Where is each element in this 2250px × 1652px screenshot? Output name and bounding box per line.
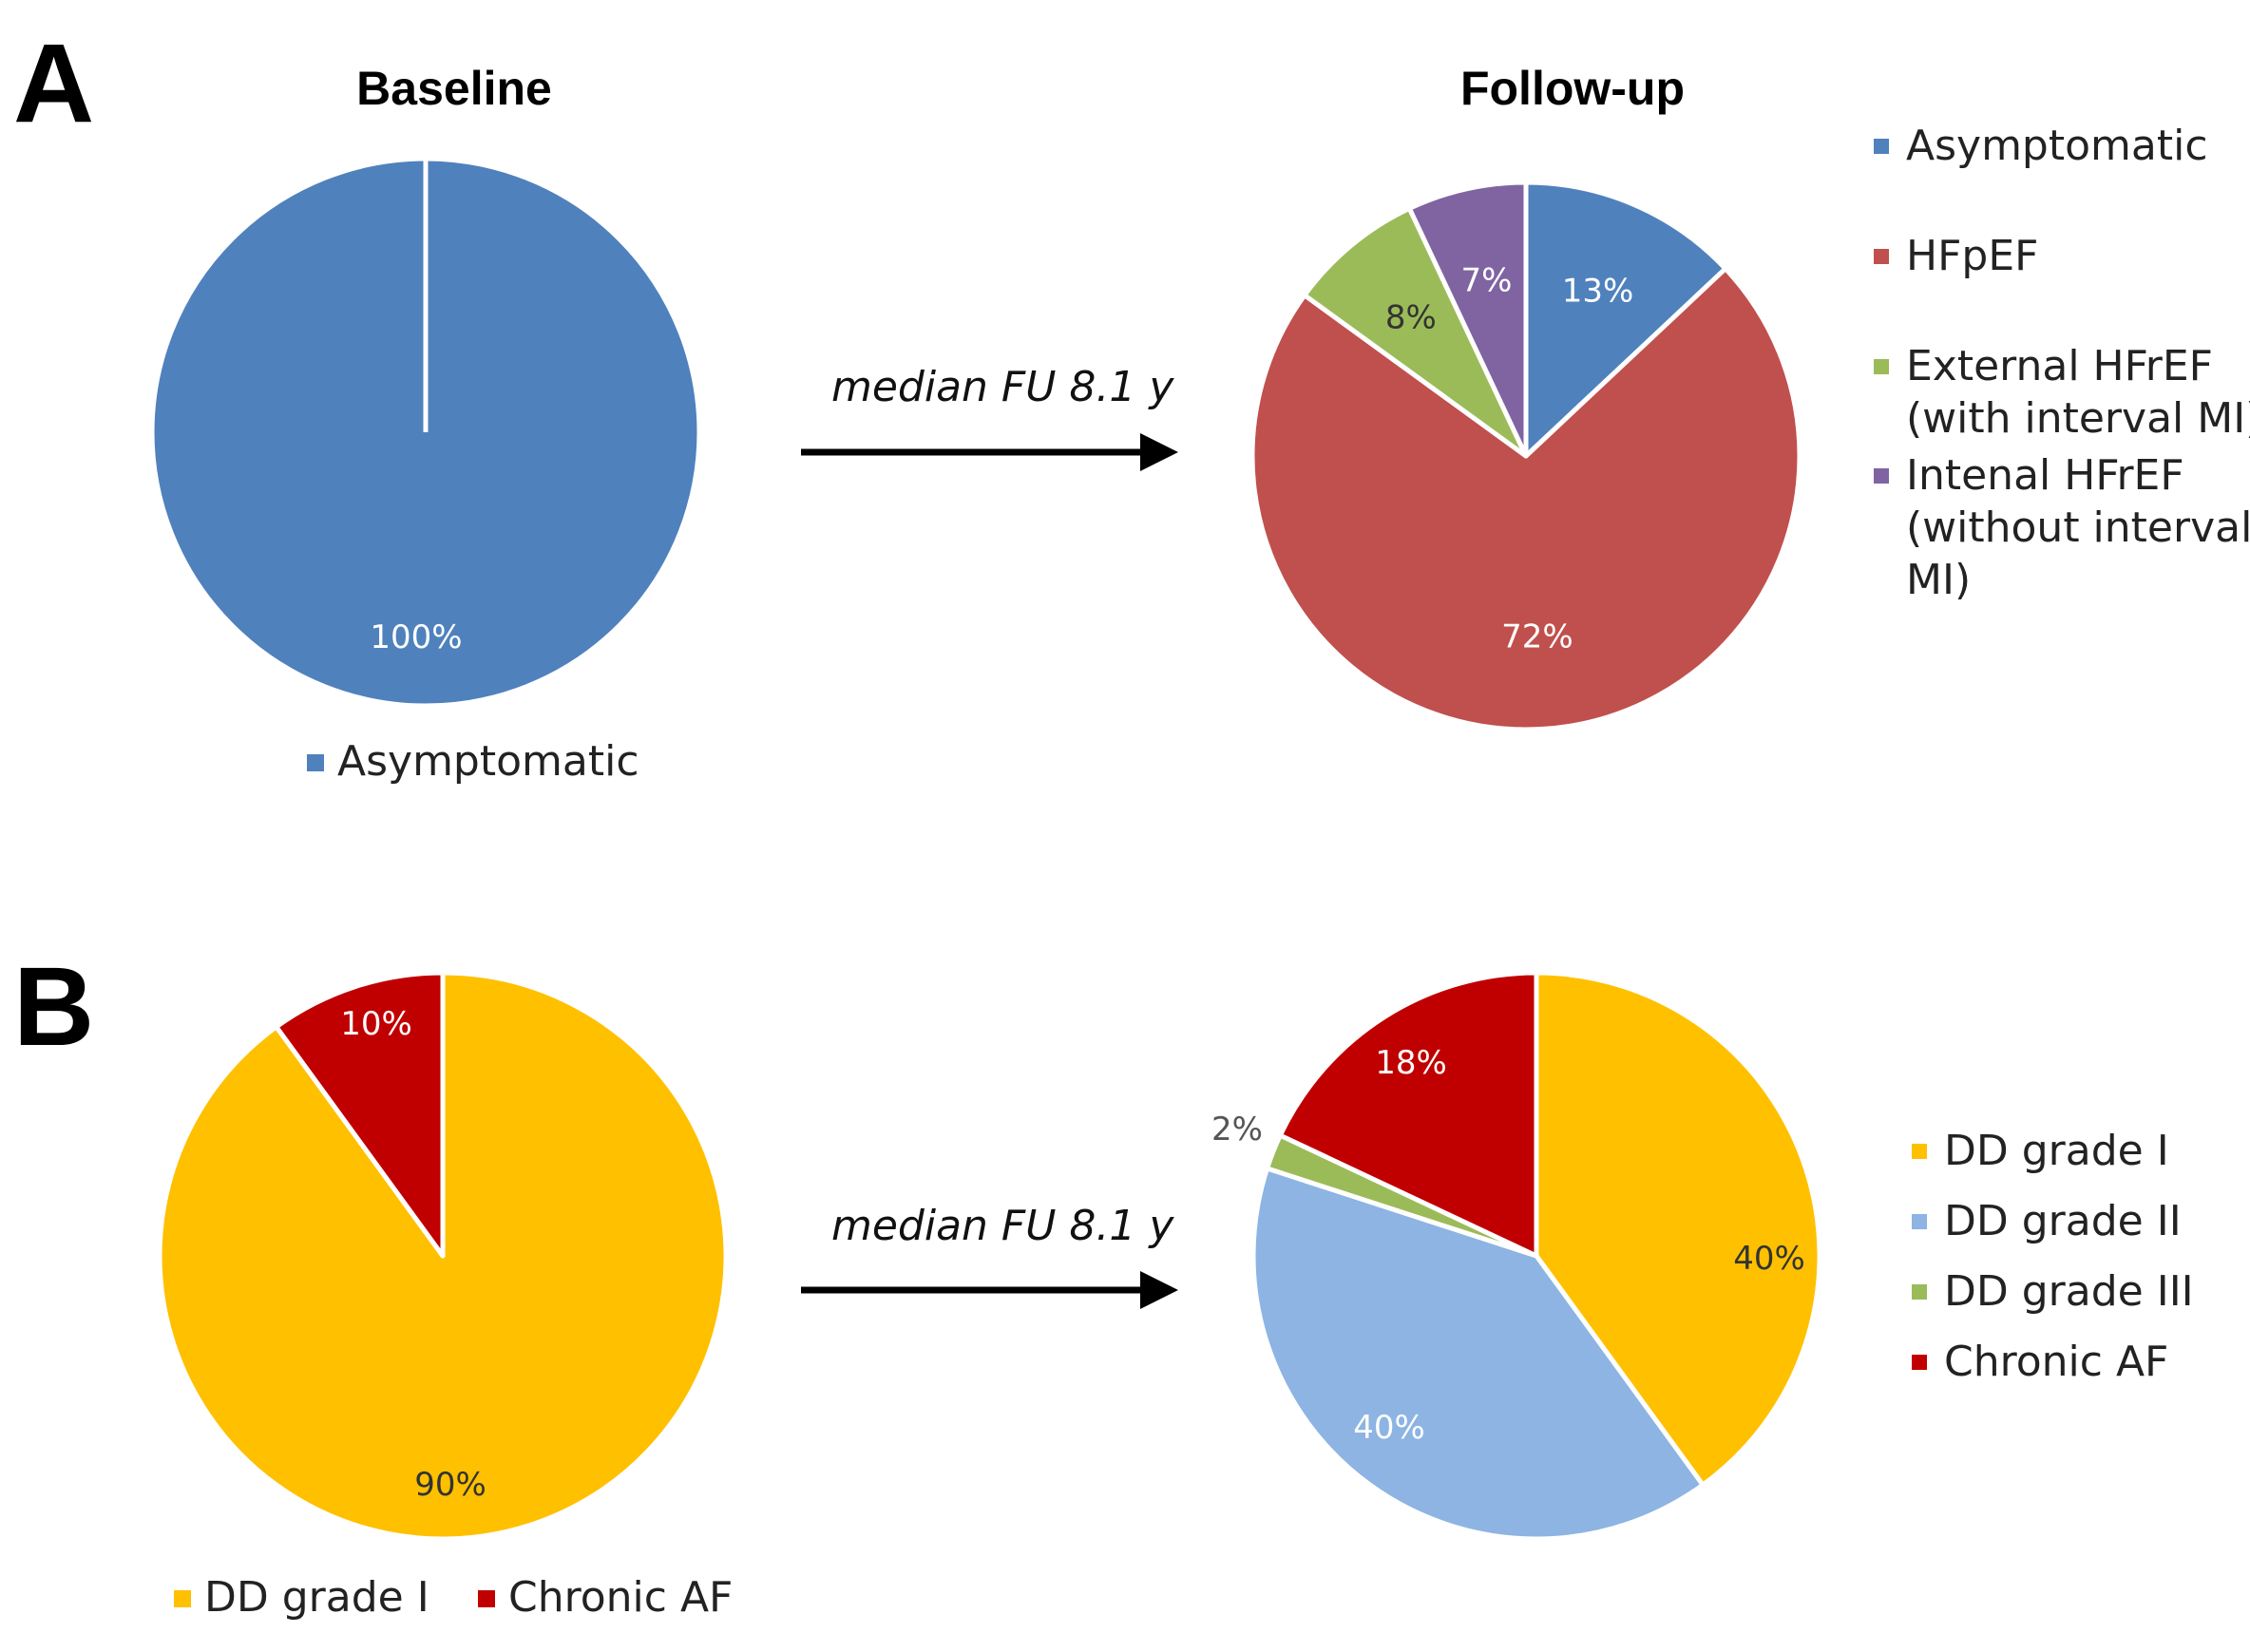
arrow-label-b: median FU 8.1 y (831, 1202, 1174, 1250)
panel-letter-b: B (13, 944, 94, 1070)
pie-slice-intenal-hfref-without-interval-mi (1406, 180, 1529, 459)
legend-item-chronic-af: Chronic AF (478, 1573, 733, 1622)
slice-value-label: 2% (1211, 1111, 1263, 1149)
legend-label: (with interval MI) (1906, 394, 2250, 443)
legend-item-chronic-af: Chronic AF (1912, 1338, 2168, 1386)
pie-slice-chronic-af (274, 970, 446, 1259)
slice-value-label: 72% (1501, 618, 1573, 656)
pie-baseline-b: 90% 10% (157, 970, 729, 1542)
slice-value-label: 40% (1353, 1409, 1425, 1447)
legend-label: Asymptomatic (1906, 122, 2208, 170)
slice-value-label: 18% (1375, 1044, 1447, 1082)
legend-item-asymptomatic: Asymptomatic (1874, 122, 2208, 170)
pie-slice-hfpef (1249, 266, 1802, 732)
panel-letter-a: A (13, 21, 94, 146)
legend-swatch (1912, 1355, 1927, 1370)
legend-label: (without interval (1906, 503, 2250, 552)
pie-slice-dd-grade-i (1534, 970, 1822, 1488)
legend-label: DD grade III (1944, 1267, 2194, 1316)
pie-slice-dd-grade-ii (1250, 1166, 1706, 1542)
arrow-b: median FU 8.1 y (801, 1202, 1178, 1309)
legend-swatch (1874, 468, 1889, 484)
slice-value-label: 8% (1385, 299, 1437, 337)
pie-follow-up-a: 13% 72% 8% 7% (1249, 180, 1802, 732)
legend-swatch (478, 1590, 495, 1607)
legend-label: Intenal HFrEF (1906, 451, 2184, 500)
slice-value-label: 90% (414, 1466, 486, 1504)
legend-item-dd-grade-iii: DD grade III (1912, 1267, 2194, 1316)
baseline-title: Baseline (356, 62, 552, 115)
legend-swatch (1874, 139, 1889, 154)
legend-baseline-b: DD grade I Chronic AF (174, 1573, 733, 1622)
pie-slice-external-hfref-with-interval-mi (1302, 205, 1529, 459)
legend-item-dd-grade-ii: DD grade II (1912, 1197, 2182, 1245)
legend-label: MI) (1906, 556, 1971, 604)
legend-item-dd-grade-i: DD grade I (1912, 1127, 2169, 1175)
legend-swatch (174, 1590, 191, 1607)
legend-swatch (1912, 1144, 1927, 1159)
slice-value-label: 7% (1461, 262, 1513, 300)
legend-follow-up-a: Asymptomatic HFpEF External HFrEF(with int… (1874, 122, 2250, 604)
legend-label: Chronic AF (1944, 1338, 2168, 1386)
legend-label: HFpEF (1906, 232, 2038, 280)
legend-swatch (1874, 359, 1889, 374)
legend-swatch (307, 754, 324, 771)
slice-value-label: 10% (340, 1005, 412, 1043)
slice-value-label: 100% (370, 618, 462, 656)
legend-item-asymptomatic: Asymptomatic (307, 737, 639, 786)
arrow-head-a (1140, 433, 1178, 471)
slice-value-label: 40% (1733, 1240, 1805, 1278)
legend-label: Asymptomatic (337, 737, 639, 786)
legend-swatch (1912, 1214, 1927, 1229)
follow-up-title: Follow-up (1460, 62, 1685, 115)
arrow-label-a: median FU 8.1 y (831, 363, 1174, 411)
legend-label: External HFrEF (1906, 342, 2213, 390)
pie-slice-chronic-af (1277, 970, 1539, 1259)
pie-follow-up-b: 40% 40% 2% 18% (1211, 970, 1822, 1542)
slice-value-label: 13% (1562, 273, 1634, 311)
legend-item-hfpef: HFpEF (1874, 232, 2038, 280)
pie-baseline-a: 100% (149, 156, 702, 709)
legend-follow-up-b: DD grade I DD grade II DD grade III Chronic… (1912, 1127, 2194, 1386)
legend-label: DD grade I (204, 1573, 429, 1622)
pie-slice-asymptomatic (1523, 180, 1728, 459)
legend-label: DD grade I (1944, 1127, 2169, 1175)
legend-item-dd-grade-i: DD grade I (174, 1573, 429, 1622)
legend-swatch (1874, 249, 1889, 264)
legend-item-external-hfref-with-interval-mi: External HFrEF(with interval MI) (1874, 342, 2250, 443)
legend-label: DD grade II (1944, 1197, 2182, 1245)
arrow-a: median FU 8.1 y (801, 363, 1178, 471)
legend-swatch (1912, 1284, 1927, 1300)
arrow-head-b (1140, 1271, 1178, 1309)
legend-baseline-a: Asymptomatic (307, 737, 639, 786)
legend-label: Chronic AF (508, 1573, 733, 1622)
